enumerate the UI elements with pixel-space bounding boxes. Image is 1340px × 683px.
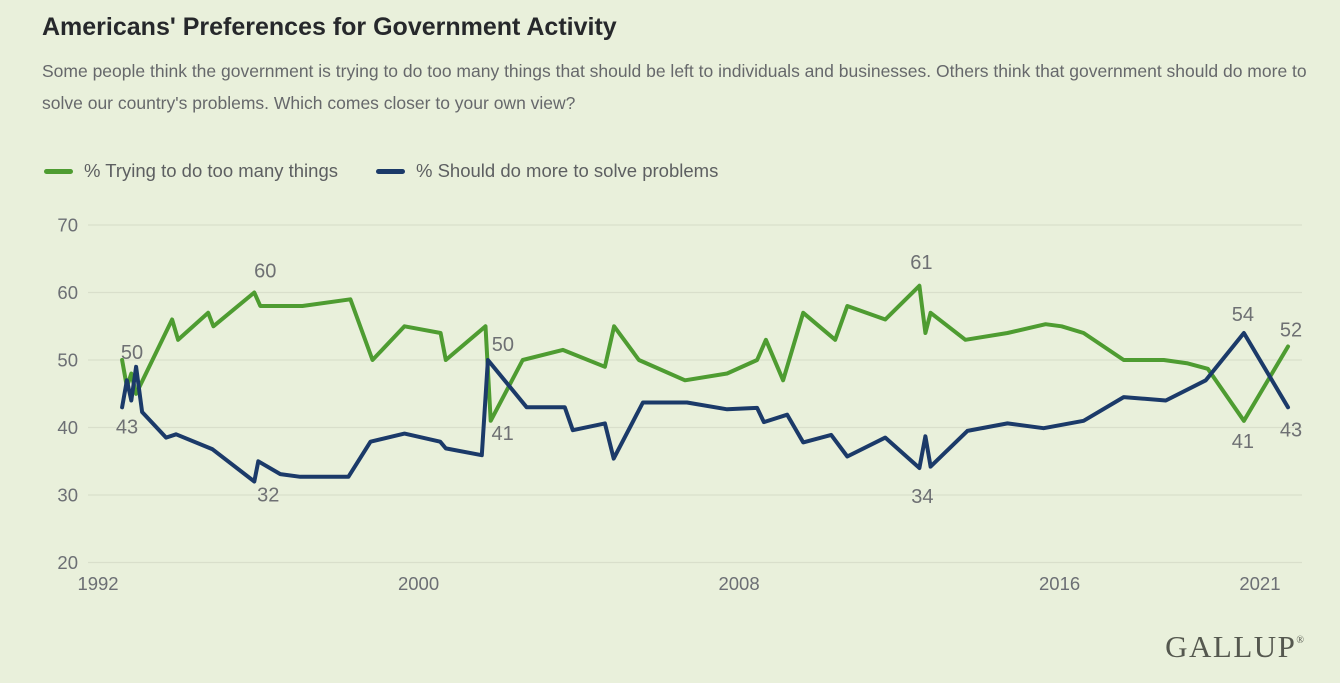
legend-label: % Trying to do too many things (84, 160, 338, 181)
legend-label: % Should do more to solve problems (416, 160, 719, 181)
x-tick-label: 2000 (398, 573, 439, 594)
point-label: 43 (1280, 419, 1302, 441)
point-label: 41 (492, 423, 514, 445)
y-tick-label: 60 (57, 282, 78, 303)
x-tick-label: 2021 (1239, 573, 1280, 594)
y-tick-label: 40 (57, 417, 78, 438)
should-do-more-line (120, 331, 1290, 484)
point-label: 60 (254, 261, 276, 283)
y-tick-label: 50 (57, 350, 78, 371)
chart-legend: % Trying to do too many things % Should … (44, 160, 718, 182)
registered-mark: ® (1296, 635, 1304, 646)
point-label: 32 (257, 485, 279, 507)
point-label: 41 (1232, 431, 1254, 453)
legend-item-should-do-more: % Should do more to solve problems (376, 160, 718, 182)
navy-line-swatch-icon (376, 168, 405, 174)
x-tick-label: 2008 (718, 573, 759, 594)
point-label: 43 (116, 416, 138, 438)
gallup-logo: GALLUP® (1165, 629, 1304, 665)
point-label: 50 (492, 334, 514, 356)
point-label: 50 (121, 342, 143, 364)
point-label: 61 (910, 252, 932, 274)
page-title: Americans' Preferences for Government Ac… (42, 13, 617, 41)
too-many-things-line (120, 283, 1290, 423)
y-tick-label: 30 (57, 485, 78, 506)
y-tick-label: 70 (57, 215, 78, 236)
point-label: 34 (911, 486, 933, 508)
legend-item-too-many-things: % Trying to do too many things (44, 160, 338, 182)
chart-subtitle: Some people think the government is tryi… (42, 61, 1307, 113)
point-label: 52 (1280, 320, 1302, 342)
gallup-logo-text: GALLUP (1165, 629, 1297, 664)
x-tick-label: 1992 (77, 573, 118, 594)
x-tick-label: 2016 (1039, 573, 1080, 594)
y-tick-label: 20 (57, 552, 78, 573)
point-label: 54 (1232, 304, 1254, 326)
green-line-swatch-icon (44, 168, 73, 174)
